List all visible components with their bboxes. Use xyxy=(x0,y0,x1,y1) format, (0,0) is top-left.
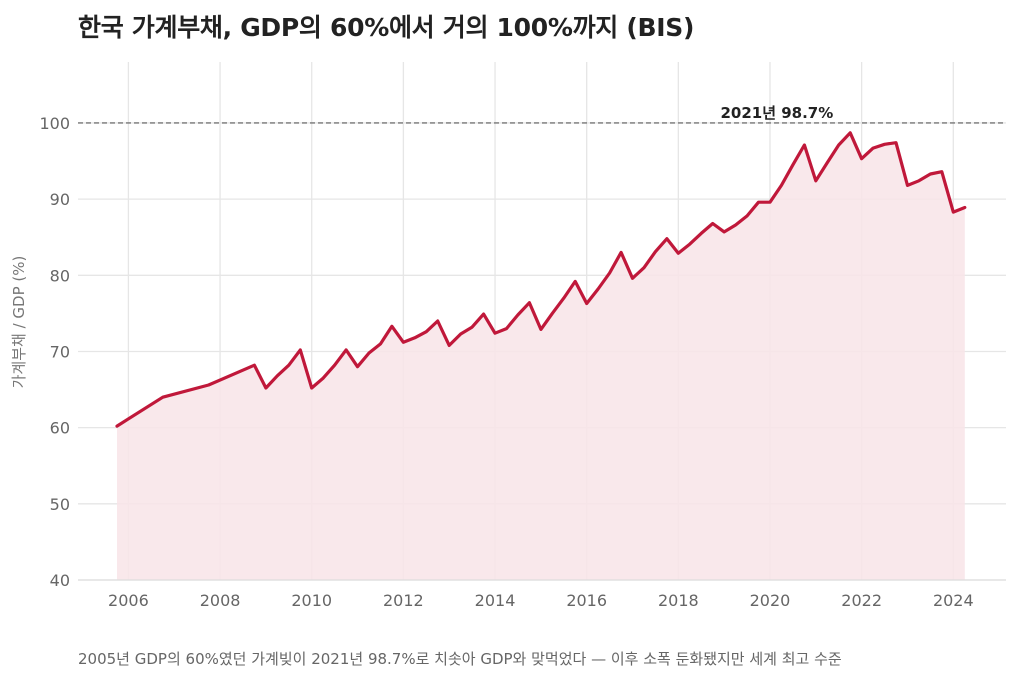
data-point-23 xyxy=(482,313,484,315)
data-point-32 xyxy=(586,302,588,304)
chart-title: 한국 가계부채, GDP의 60%에서 거의 100%까지 (BIS) xyxy=(78,13,695,42)
data-point-10 xyxy=(333,364,335,366)
data-point-41 xyxy=(689,243,691,245)
data-point-54 xyxy=(838,144,840,146)
data-point-7 xyxy=(299,349,301,351)
x-tick-label-2016: 2016 xyxy=(566,591,607,610)
data-point-52 xyxy=(815,180,817,182)
x-tick-label-2024: 2024 xyxy=(933,591,974,610)
data-point-31 xyxy=(574,280,576,282)
y-tick-labels: 40 50 60 70 80 90 100 xyxy=(39,114,70,590)
data-point-24 xyxy=(494,332,496,334)
data-point-58 xyxy=(883,143,885,145)
data-point-3 xyxy=(253,364,255,366)
y-tick-label-90: 90 xyxy=(50,190,70,209)
x-tick-label-2022: 2022 xyxy=(841,591,882,610)
data-point-11 xyxy=(345,349,347,351)
data-point-13 xyxy=(368,352,370,354)
data-point-22 xyxy=(471,326,473,328)
data-point-45 xyxy=(734,224,736,226)
data-point-59 xyxy=(895,142,897,144)
data-point-12 xyxy=(356,366,358,368)
data-point-20 xyxy=(448,344,450,346)
data-point-50 xyxy=(792,164,794,166)
data-point-40 xyxy=(677,252,679,254)
data-point-6 xyxy=(288,364,290,366)
y-tick-label-70: 70 xyxy=(50,342,70,361)
y-tick-label-40: 40 xyxy=(50,571,70,590)
x-tick-label-2014: 2014 xyxy=(475,591,516,610)
data-point-62 xyxy=(929,173,931,175)
series-line xyxy=(115,131,967,428)
data-point-38 xyxy=(654,251,656,253)
data-point-56 xyxy=(860,158,862,160)
data-point-29 xyxy=(551,312,553,314)
x-tick-label-2008: 2008 xyxy=(200,591,241,610)
x-tick-labels: 2006 2008 2010 2012 2014 2016 2018 2020 2022 2024 xyxy=(108,591,974,610)
data-point-55 xyxy=(849,132,851,134)
data-point-46 xyxy=(746,215,748,217)
data-point-51 xyxy=(803,144,805,146)
y-tick-label-60: 60 xyxy=(50,419,70,438)
data-point-28 xyxy=(540,328,542,330)
data-point-15 xyxy=(391,325,393,327)
x-tick-label-2012: 2012 xyxy=(383,591,424,610)
data-point-26 xyxy=(517,314,519,316)
data-point-57 xyxy=(872,147,874,149)
data-point-36 xyxy=(631,277,633,279)
area-fill xyxy=(117,132,965,581)
data-point-1 xyxy=(162,396,164,398)
data-point-25 xyxy=(505,327,507,329)
x-tick-label-2020: 2020 xyxy=(750,591,791,610)
data-point-33 xyxy=(597,288,599,290)
data-point-53 xyxy=(826,161,828,163)
data-point-30 xyxy=(563,297,565,299)
chart-caption: 2005년 GDP의 60%였던 가계빚이 2021년 98.7%로 치솟아 G… xyxy=(78,650,842,668)
data-point-64 xyxy=(952,211,954,213)
data-point-47 xyxy=(757,201,759,203)
data-point-61 xyxy=(918,180,920,182)
data-point-44 xyxy=(723,231,725,233)
data-point-18 xyxy=(425,331,427,333)
data-point-49 xyxy=(780,184,782,186)
data-point-37 xyxy=(643,267,645,269)
peak-annotation: 2021년 98.7% xyxy=(720,104,833,122)
data-point-4 xyxy=(265,387,267,389)
y-tick-label-100: 100 xyxy=(39,114,70,133)
x-tick-label-2010: 2010 xyxy=(291,591,332,610)
data-point-14 xyxy=(379,343,381,345)
data-point-9 xyxy=(322,377,324,379)
y-tick-label-80: 80 xyxy=(50,266,70,285)
data-point-21 xyxy=(460,333,462,335)
data-point-39 xyxy=(666,238,668,240)
data-point-63 xyxy=(941,171,943,173)
data-point-42 xyxy=(700,232,702,234)
x-tick-label-2018: 2018 xyxy=(658,591,699,610)
data-point-17 xyxy=(414,337,416,339)
data-point-5 xyxy=(276,375,278,377)
data-point-8 xyxy=(311,387,313,389)
data-point-60 xyxy=(906,184,908,186)
data-point-27 xyxy=(528,302,530,304)
y-tick-label-50: 50 xyxy=(50,495,70,514)
data-point-43 xyxy=(712,222,714,224)
data-point-19 xyxy=(437,320,439,322)
data-point-16 xyxy=(402,341,404,343)
data-point-48 xyxy=(769,201,771,203)
data-point-2 xyxy=(207,384,209,386)
data-point-34 xyxy=(608,272,610,274)
y-axis-label: 가계부채 / GDP (%) xyxy=(10,256,28,389)
x-tick-label-2006: 2006 xyxy=(108,591,149,610)
data-point-0 xyxy=(116,425,118,427)
data-point-65 xyxy=(964,206,966,208)
data-point-35 xyxy=(620,251,622,253)
